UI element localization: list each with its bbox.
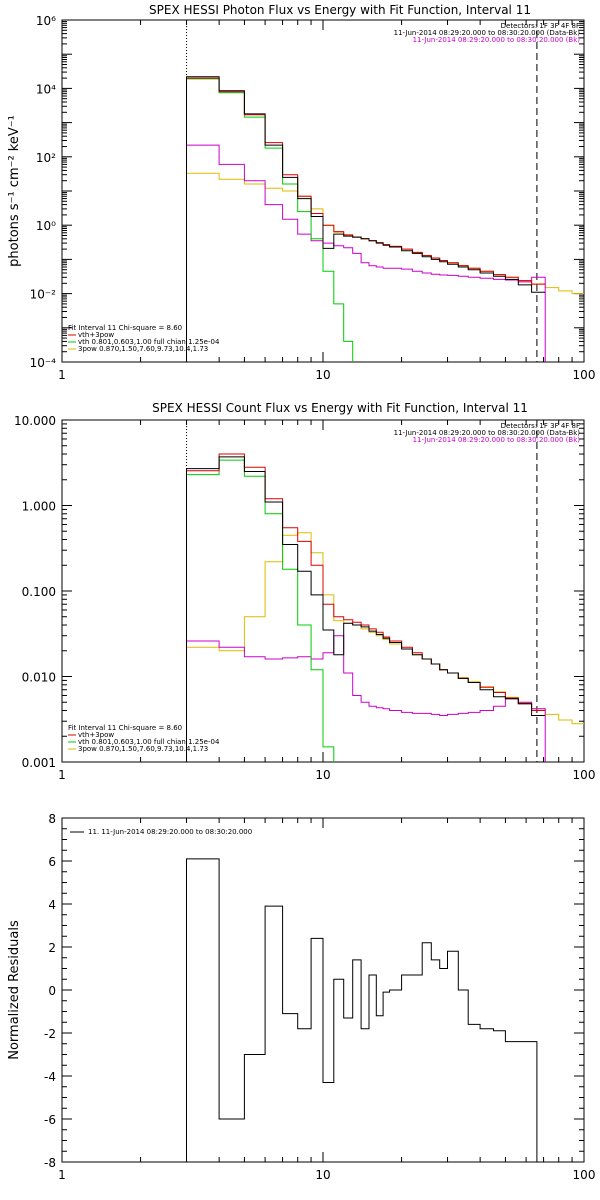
legend-entry: 3pow 0.870,1.50,7.60,9.73,10.4,1.73 <box>78 345 208 353</box>
legend-entry: vth+3pow <box>78 731 114 739</box>
series-data-line <box>186 76 546 362</box>
x-tick-label: 10 <box>315 368 330 382</box>
series-residuals-line <box>186 858 538 1162</box>
series-background-line <box>186 144 546 362</box>
x-tick-label: 10 <box>315 768 330 782</box>
y-tick-label: 10⁶ <box>36 14 56 28</box>
y-tick-label: 0.010 <box>22 671 56 685</box>
y-tick-label: 1.000 <box>22 500 56 514</box>
y-tick-label: 8 <box>48 812 56 826</box>
header-annotation: 11-Jun-2014 08:29:20.000 to 08:30:20.000… <box>413 436 581 444</box>
y-tick-label: -2 <box>44 1027 56 1041</box>
legend-entry: Fit Interval 11 Chi-square = 8.60 <box>68 724 182 732</box>
series-data-line <box>186 456 546 762</box>
legend-entry: 11. 11-Jun-2014 08:29:20.000 to 08:30:20… <box>88 828 252 836</box>
header-annotation: Detectors: 1F 3F 4F 8F <box>501 22 580 30</box>
header-annotation: 11-Jun-2014 08:29:20.000 to 08:30:20.000… <box>413 36 581 44</box>
legend-entry: Fit Interval 11 Chi-square = 8.60 <box>68 324 182 332</box>
x-tick-label: 100 <box>573 368 596 382</box>
header-annotation: Detectors: 1F 3F 4F 8F <box>501 422 580 430</box>
y-tick-label: 10⁻² <box>30 288 57 302</box>
series-total-line <box>186 453 546 762</box>
legend-entry: 3pow 0.870,1.50,7.60,9.73,10.4,1.73 <box>78 745 208 753</box>
series-powerlaw-line <box>186 532 584 762</box>
x-tick-label: 1 <box>58 768 66 782</box>
x-tick-label: 1 <box>58 1168 66 1182</box>
x-tick-label: 100 <box>573 1168 596 1182</box>
series-group <box>186 76 584 362</box>
series-group <box>186 858 538 1162</box>
count-flux-panel: SPEX HESSI Count Flux vs Energy with Fit… <box>14 401 596 782</box>
y-tick-label: 10⁴ <box>36 82 56 96</box>
x-tick-label: 1 <box>58 368 66 382</box>
y-tick-label: 10⁻⁴ <box>30 356 57 370</box>
y-tick-label: 2 <box>48 941 56 955</box>
legend-entry: vth+3pow <box>78 331 114 339</box>
y-tick-label: -8 <box>44 1156 56 1170</box>
series-thermal-line <box>186 459 335 762</box>
legend-entry: vth 0.801,0.603,1.00 full chian 1.25e-04 <box>78 338 220 346</box>
photon-flux-panel: SPEX HESSI Photon Flux vs Energy with Fi… <box>7 3 595 382</box>
y-tick-label: 6 <box>48 855 56 869</box>
series-group <box>186 453 584 762</box>
y-tick-label: 10² <box>36 151 56 165</box>
series-thermal-line <box>186 78 354 362</box>
header-annotation: 11-Jun-2014 08:29:20.000 to 08:30:20.000… <box>394 429 581 437</box>
x-tick-label: 100 <box>573 768 596 782</box>
y-tick-label: -4 <box>44 1070 56 1084</box>
legend-entry: vth 0.801,0.603,1.00 full chian 1.25e-04 <box>78 738 220 746</box>
y-tick-label: -6 <box>44 1113 56 1127</box>
x-tick-label: 10 <box>315 1168 330 1182</box>
y-tick-label: 0.100 <box>22 585 56 599</box>
panel-title: SPEX HESSI Photon Flux vs Energy with Fi… <box>149 3 531 17</box>
y-axis-label: Normalized Residuals <box>7 920 22 1060</box>
plot-frame <box>61 19 585 363</box>
series-total-line <box>186 77 546 362</box>
y-tick-label: 0.001 <box>22 756 56 770</box>
y-tick-label: 10.000 <box>14 414 56 428</box>
series-powerlaw-line <box>186 172 584 362</box>
y-tick-label: 0 <box>48 984 56 998</box>
y-tick-label: 4 <box>48 898 56 912</box>
series-background-line <box>186 635 546 762</box>
y-axis-label: photons s⁻¹ cm⁻² keV⁻¹ <box>7 115 22 267</box>
y-tick-label: 10⁰ <box>36 219 56 233</box>
panel-title: SPEX HESSI Count Flux vs Energy with Fit… <box>152 401 528 415</box>
header-annotation: 11-Jun-2014 08:29:20.000 to 08:30:20.000… <box>394 29 581 37</box>
residuals-panel: 1 10 100 -8 -6 -4 -2 0 2 4 6 8 Normalized Residuals 1… <box>7 812 595 1182</box>
